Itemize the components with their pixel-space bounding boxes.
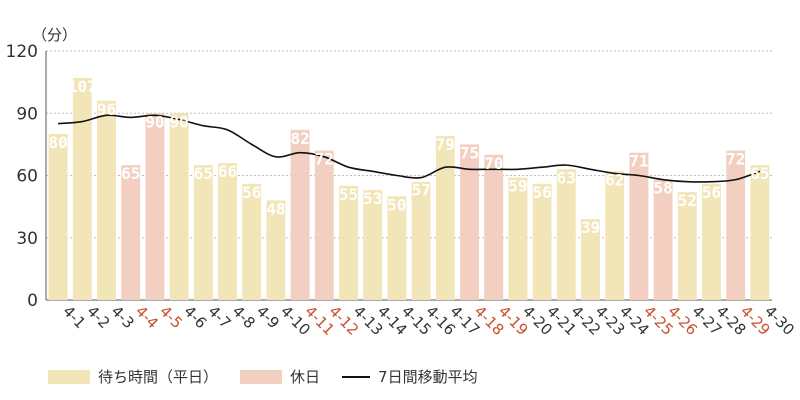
bar-4-1	[48, 134, 68, 300]
x-tick-4-8: 4-8	[229, 302, 259, 332]
bar-4-6	[169, 113, 189, 300]
bars	[48, 77, 770, 300]
bar-4-8	[218, 163, 237, 300]
bar-4-9	[242, 183, 262, 300]
y-tick-90: 90	[16, 104, 38, 124]
bar-4-22	[556, 169, 576, 300]
bar-4-29	[726, 150, 746, 300]
bar-4-3	[97, 100, 116, 300]
data-label-4-7: 65	[194, 164, 213, 183]
bar-4-19	[484, 154, 504, 300]
legend-item-moving-average: 7日間移動平均	[342, 366, 478, 387]
bar-4-30	[750, 165, 770, 300]
data-label-4-14: 53	[363, 189, 382, 208]
moving-average-line	[58, 114, 761, 183]
y-tick-120: 120	[6, 42, 38, 62]
x-tick-4-9: 4-9	[253, 302, 283, 332]
bar-4-5	[145, 113, 165, 300]
data-label-4-5: 90	[145, 112, 164, 131]
data-label-4-21: 56	[532, 183, 551, 202]
moving-average-path	[58, 114, 761, 183]
bar-4-14	[363, 190, 383, 300]
bar-4-26	[653, 179, 673, 300]
y-tick-labels: 0 30 60 90 120	[6, 42, 38, 311]
data-label-4-16: 57	[411, 181, 430, 200]
bar-4-28	[702, 183, 721, 300]
grid-lines	[45, 50, 772, 301]
data-label-4-30: 65	[750, 164, 769, 183]
bar-4-25	[629, 152, 649, 300]
y-tick-0: 0	[27, 291, 38, 311]
x-tick-4-3: 4-3	[108, 302, 138, 332]
data-label-4-13: 55	[339, 185, 358, 204]
x-tick-4-7: 4-7	[204, 302, 234, 332]
legend-label-moving-average: 7日間移動平均	[378, 368, 478, 386]
x-tick-4-6: 4-6	[180, 302, 210, 332]
bar-4-16	[411, 181, 431, 300]
legend: 待ち時間（平日） 休日 7日間移動平均	[48, 366, 500, 387]
data-label-4-27: 52	[678, 191, 697, 210]
x-tick-4-5: 4-5	[156, 302, 186, 332]
legend-item-weekday: 待ち時間（平日）	[48, 366, 218, 387]
bar-4-2	[72, 77, 92, 300]
bar-4-12	[314, 150, 334, 300]
data-label-4-24: 62	[605, 170, 624, 189]
legend-item-holiday: 休日	[240, 366, 320, 387]
data-label-4-19: 70	[484, 154, 503, 173]
x-tick-labels: 4-14-24-34-44-54-64-74-84-94-104-114-124…	[59, 302, 798, 339]
legend-swatch-weekday	[48, 369, 90, 384]
data-label-4-11: 82	[290, 129, 309, 148]
y-unit-label: （分）	[32, 26, 77, 44]
data-label-4-9: 56	[242, 183, 261, 202]
bar-4-10	[266, 200, 286, 300]
data-label-4-6: 90	[169, 112, 188, 131]
data-label-4-1: 80	[48, 133, 67, 152]
legend-swatch-holiday	[240, 369, 283, 384]
bar-4-20	[508, 177, 528, 300]
bar-4-23	[581, 219, 600, 300]
data-label-4-29: 72	[726, 150, 745, 169]
bar-4-21	[532, 183, 552, 300]
bar-4-13	[339, 185, 358, 300]
data-label-4-25: 71	[629, 152, 648, 171]
legend-label-weekday: 待ち時間（平日）	[98, 368, 219, 386]
data-label-4-3: 96	[97, 100, 116, 119]
bar-4-18	[460, 144, 479, 300]
data-label-4-2: 107	[68, 77, 97, 96]
data-label-4-22: 63	[557, 168, 576, 187]
bar-4-7	[193, 165, 213, 300]
x-tick-4-1: 4-1	[59, 302, 89, 332]
data-label-4-23: 39	[581, 218, 600, 237]
data-label-4-4: 65	[121, 164, 140, 183]
legend-label-holiday: 休日	[290, 368, 321, 386]
data-label-4-10: 48	[266, 199, 285, 218]
data-label-4-8: 66	[218, 162, 237, 181]
x-tick-4-4: 4-4	[132, 302, 162, 332]
bar-4-4	[121, 165, 141, 300]
data-label-4-20: 59	[508, 177, 527, 196]
data-label-4-15: 50	[387, 195, 406, 214]
bar-4-17	[435, 136, 455, 300]
legend-swatch-moving-average	[342, 375, 371, 378]
bar-4-15	[387, 196, 407, 300]
y-tick-30: 30	[16, 229, 38, 249]
data-label-4-28: 56	[702, 183, 721, 202]
bar-4-11	[290, 129, 310, 300]
data-label-4-12: 72	[315, 150, 334, 169]
bar-4-24	[605, 171, 625, 300]
x-tick-4-2: 4-2	[83, 302, 113, 332]
data-label-4-18: 75	[460, 143, 479, 162]
y-tick-60: 60	[16, 167, 38, 187]
data-label-4-17: 79	[436, 135, 455, 154]
bar-4-27	[677, 192, 697, 300]
data-label-4-26: 58	[653, 179, 672, 198]
